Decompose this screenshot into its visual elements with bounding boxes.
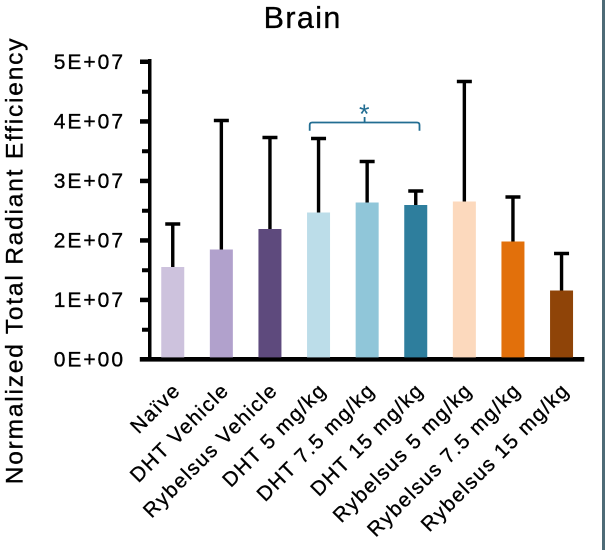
svg-text:3E+07: 3E+07 (54, 170, 125, 193)
svg-text:Brain: Brain (264, 1, 342, 35)
svg-text:2E+07: 2E+07 (54, 230, 125, 253)
svg-text:*: * (359, 99, 370, 129)
svg-text:4E+07: 4E+07 (54, 111, 125, 134)
svg-text:0E+00: 0E+00 (54, 349, 125, 372)
svg-text:1E+07: 1E+07 (54, 289, 125, 312)
svg-text:Normalized Total Radiant Effic: Normalized Total Radiant Efficiency (2, 37, 29, 484)
svg-text:5E+07: 5E+07 (54, 51, 125, 74)
